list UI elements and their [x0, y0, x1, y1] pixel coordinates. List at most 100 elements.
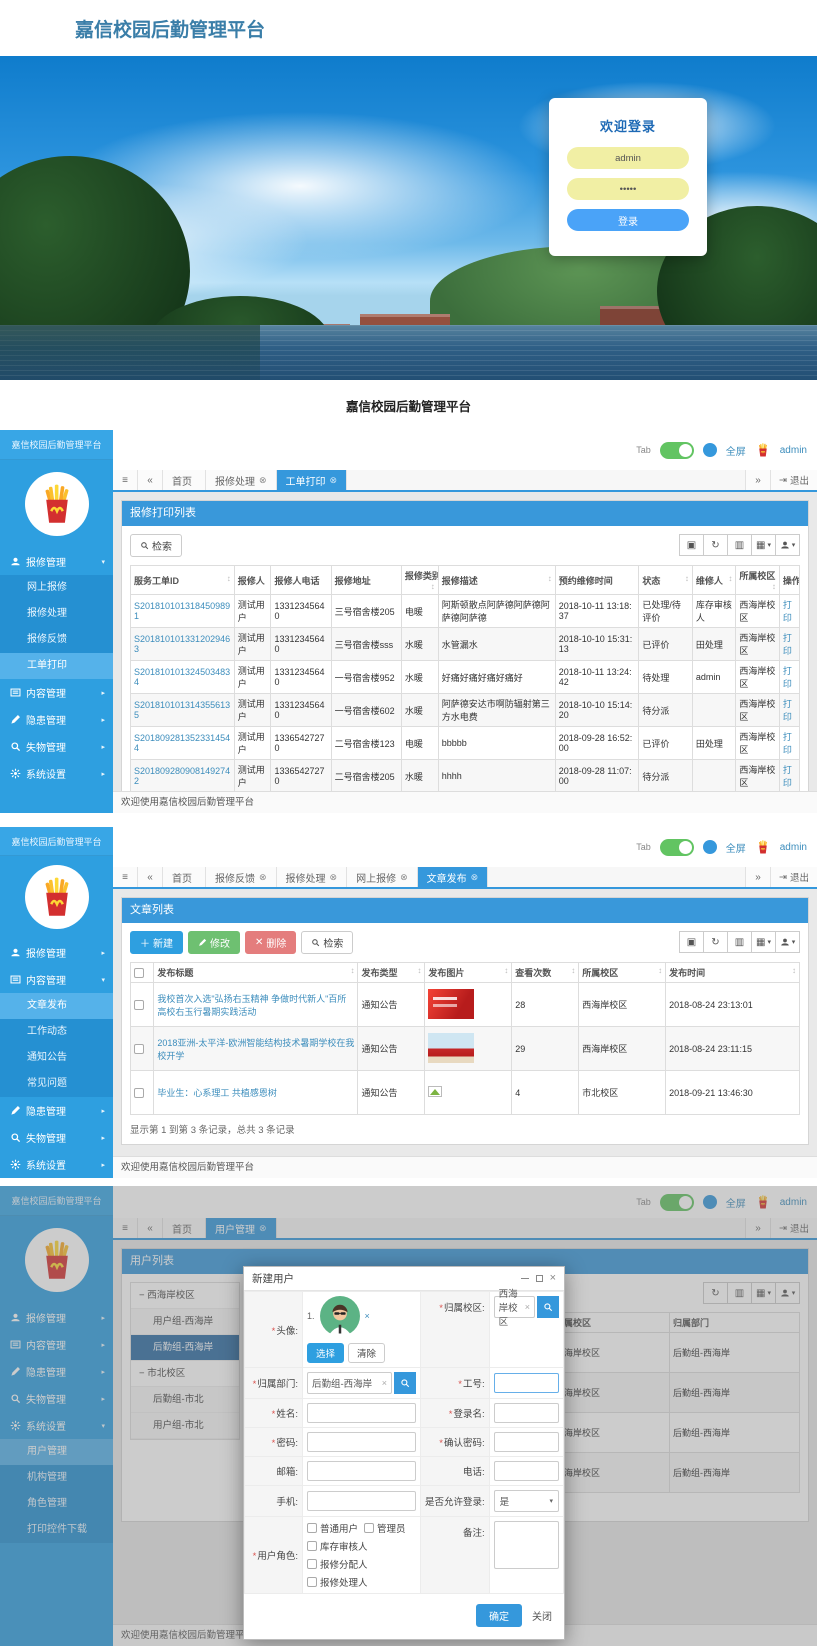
- checkbox[interactable]: [134, 967, 144, 978]
- username-link[interactable]: admin: [779, 444, 807, 456]
- minimize-icon[interactable]: [520, 1278, 529, 1279]
- print-link[interactable]: 打印: [778, 627, 801, 661]
- column-header[interactable]: 报修描述 ↕: [437, 565, 556, 595]
- choose-avatar-button[interactable]: 选择: [307, 1343, 345, 1363]
- sidebar-subitem[interactable]: 工作动态: [27, 1026, 67, 1037]
- column-header[interactable]: 服务工单ID ↕: [130, 565, 235, 595]
- checkbox[interactable]: [307, 1577, 317, 1587]
- sidebar-item-repair[interactable]: 报修管理 ▸: [0, 939, 113, 966]
- card-view-button[interactable]: ▣: [679, 931, 704, 953]
- tab[interactable]: 首页: [163, 470, 206, 490]
- search-button[interactable]: 检索: [130, 534, 182, 557]
- grid-dropdown-button[interactable]: ▦: [751, 931, 776, 953]
- fullscreen-link[interactable]: 全屏: [725, 446, 746, 458]
- tab[interactable]: 报修处理 ⊗: [276, 867, 348, 887]
- campus-search-button[interactable]: [537, 1296, 559, 1318]
- sidebar-item-danger[interactable]: 隐患管理 ▸: [0, 1358, 113, 1385]
- clear-icon[interactable]: ×: [524, 1302, 530, 1312]
- tree-item[interactable]: − 市北校区: [131, 1361, 239, 1387]
- sort-icon[interactable]: ↕: [504, 966, 509, 975]
- column-header[interactable]: 操作: [778, 565, 801, 595]
- scroll-right-icon[interactable]: »: [745, 867, 771, 887]
- collapse-icon[interactable]: −: [139, 1290, 148, 1301]
- sort-icon[interactable]: ↕: [684, 573, 689, 583]
- login-button[interactable]: 登录: [567, 209, 689, 231]
- theme-dot[interactable]: [702, 443, 717, 457]
- remove-avatar-icon[interactable]: ×: [364, 1311, 370, 1321]
- print-link[interactable]: 打印: [778, 759, 801, 791]
- print-link[interactable]: 打印: [778, 726, 801, 760]
- article-title-link[interactable]: 我校首次入选"弘扬右玉精神 争做时代新人"百所高校右玉行暑期实践活动: [153, 982, 359, 1027]
- theme-dot[interactable]: [702, 1195, 717, 1209]
- column-header[interactable]: 所属校区 ↕: [735, 565, 780, 595]
- hamburger-icon[interactable]: ≡: [113, 470, 138, 490]
- clear-avatar-button[interactable]: 清除: [348, 1343, 386, 1363]
- sidebar-subitem[interactable]: 用户管理: [0, 1439, 113, 1465]
- checkbox[interactable]: [307, 1523, 317, 1533]
- article-title-link[interactable]: 毕业生：心系理工 共植感恩树: [153, 1070, 359, 1115]
- scroll-left-icon[interactable]: «: [138, 1218, 163, 1238]
- scroll-left-icon[interactable]: «: [138, 867, 163, 887]
- user-dropdown-button[interactable]: [775, 1282, 800, 1304]
- sort-icon[interactable]: ↕: [571, 966, 576, 975]
- hamburger-icon[interactable]: ≡: [113, 1218, 138, 1238]
- avatar-image[interactable]: [320, 1296, 360, 1336]
- sort-icon[interactable]: ↕: [792, 966, 796, 975]
- delete-button[interactable]: ✕ 删除: [245, 931, 297, 954]
- tab-toggle[interactable]: [659, 1193, 694, 1211]
- sidebar-item-danger[interactable]: 隐患管理 ▸: [0, 706, 113, 733]
- work-order-id-link[interactable]: S2018101013312029463: [130, 627, 235, 661]
- columns-button[interactable]: ▥: [727, 931, 752, 953]
- tab[interactable]: 工单打印 ⊗: [276, 470, 348, 490]
- sidebar-item-content[interactable]: 内容管理 ▸: [0, 679, 113, 706]
- tab[interactable]: 首页: [163, 1218, 206, 1238]
- checkbox[interactable]: [307, 1541, 317, 1551]
- edit-button[interactable]: 修改: [188, 931, 240, 954]
- role-option[interactable]: 报修分配人: [307, 1557, 368, 1571]
- allow-login-select[interactable]: 是: [493, 1490, 559, 1512]
- username-link[interactable]: admin: [779, 1196, 807, 1208]
- work-order-id-link[interactable]: S2018092809081492742: [130, 759, 235, 791]
- sidebar-subitem[interactable]: 常见问题: [27, 1078, 67, 1089]
- card-view-button[interactable]: ▣: [679, 534, 704, 556]
- sidebar-subitem[interactable]: 角色管理: [27, 1498, 67, 1509]
- role-option[interactable]: 管理员: [364, 1521, 406, 1535]
- column-header[interactable]: 报修地址: [330, 565, 402, 595]
- logout-button[interactable]: ⇥ 退出: [770, 470, 817, 490]
- fullscreen-link[interactable]: 全屏: [725, 1198, 746, 1210]
- column-header[interactable]: 报修人电话: [270, 565, 332, 595]
- tab[interactable]: 报修处理 ⊗: [206, 470, 277, 490]
- user-avatar[interactable]: [755, 442, 771, 458]
- tree-item[interactable]: 后勤组-西海岸: [131, 1335, 239, 1361]
- sidebar-subitem[interactable]: 打印控件下载: [27, 1524, 87, 1535]
- grid-dropdown-button[interactable]: ▦: [751, 534, 776, 556]
- checkbox[interactable]: [364, 1523, 375, 1533]
- logout-button[interactable]: ⇥ 退出: [770, 1218, 817, 1238]
- scroll-right-icon[interactable]: »: [745, 470, 771, 490]
- column-header[interactable]: 发布时间 ↕: [665, 962, 800, 983]
- login-name-field[interactable]: [493, 1403, 559, 1423]
- tab-toggle[interactable]: [659, 838, 694, 856]
- column-header[interactable]: 查看次数 ↕: [511, 962, 580, 983]
- jobno-field[interactable]: [493, 1373, 559, 1393]
- tab[interactable]: 文章发布 ⊗: [417, 867, 489, 887]
- refresh-button[interactable]: ↻: [703, 931, 728, 953]
- sidebar-subitem[interactable]: 报修处理: [27, 608, 67, 619]
- sort-icon[interactable]: ↕: [771, 582, 776, 591]
- checkbox[interactable]: [307, 1559, 317, 1569]
- tab-toggle[interactable]: [659, 441, 694, 459]
- sidebar-item-system[interactable]: 系统设置 ▾: [0, 1412, 113, 1439]
- logout-button[interactable]: ⇥ 退出: [770, 867, 817, 887]
- role-option[interactable]: 普通用户: [307, 1521, 358, 1535]
- sidebar-item-content[interactable]: 内容管理 ▾: [0, 966, 113, 993]
- column-header[interactable]: 状态 ↕: [638, 565, 693, 595]
- scroll-right-icon[interactable]: »: [745, 1218, 771, 1238]
- column-header[interactable]: 预约维修时间: [554, 565, 640, 595]
- sort-icon[interactable]: ↕: [430, 582, 435, 591]
- tab[interactable]: 报修反馈 ⊗: [206, 867, 277, 887]
- sidebar-item-system[interactable]: 系统设置 ▸: [0, 760, 113, 787]
- sidebar-item-repair[interactable]: 报修管理 ▸: [0, 1304, 113, 1331]
- column-header[interactable]: 归属校区: [551, 1312, 670, 1333]
- close-icon[interactable]: ⊗: [329, 871, 338, 882]
- columns-button[interactable]: ▥: [727, 534, 752, 556]
